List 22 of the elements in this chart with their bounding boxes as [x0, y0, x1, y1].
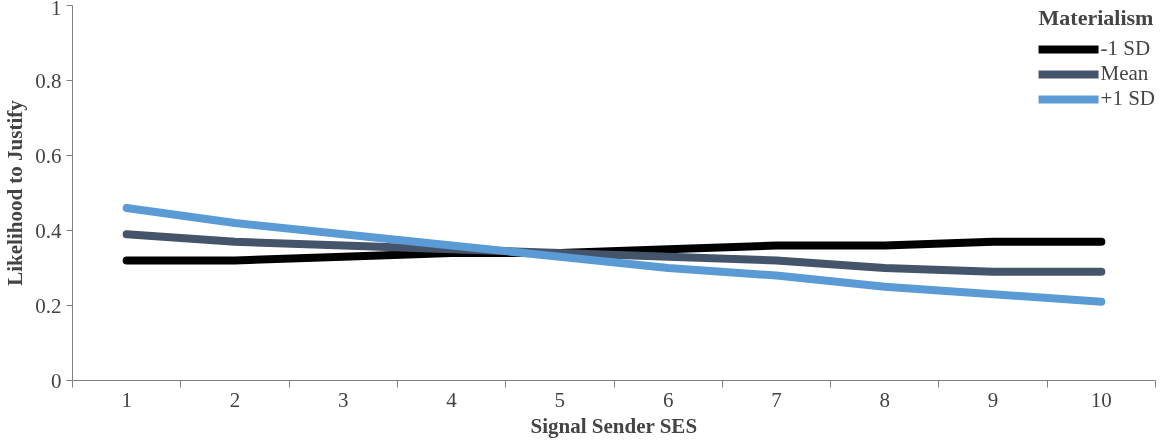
- x-tick-label: 6: [662, 387, 674, 412]
- x-tick-label: 8: [879, 387, 890, 412]
- legend-label: Mean: [1100, 61, 1149, 86]
- x-tick-label: 9: [987, 387, 999, 412]
- y-tick-label: 0.8: [35, 68, 62, 93]
- y-tick-label: 0.4: [35, 218, 62, 243]
- x-tick-label: 3: [338, 387, 349, 412]
- x-tick-label: 7: [771, 387, 782, 412]
- x-tick-label: 1: [121, 387, 132, 412]
- x-tick-label: 10: [1090, 387, 1112, 412]
- legend-label: +1 SD: [1100, 86, 1155, 111]
- x-axis-title: Signal Sender SES: [530, 413, 698, 438]
- y-tick-label: 0: [51, 368, 62, 393]
- y-axis-title: Likelihood to Justify: [3, 99, 28, 286]
- y-tick-label: 0.6: [35, 143, 62, 168]
- legend-label: -1 SD: [1100, 36, 1151, 61]
- x-tick-label: 5: [554, 387, 566, 412]
- x-tick-label: 4: [446, 387, 458, 412]
- y-tick-label: 0.2: [35, 293, 62, 318]
- y-tick-label: 1: [51, 0, 62, 20]
- legend-title: Materialism: [1038, 5, 1155, 31]
- x-tick-label: 2: [229, 387, 241, 412]
